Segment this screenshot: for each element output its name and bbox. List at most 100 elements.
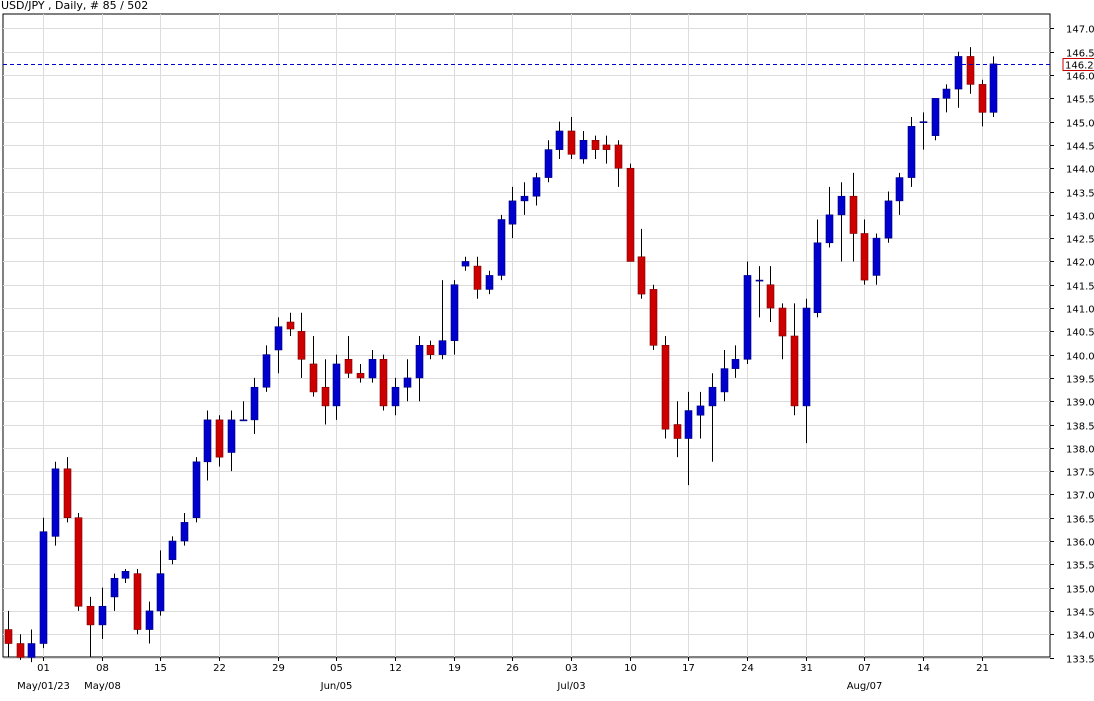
candle [274,317,283,374]
y-tick-label: 134.00 [1066,631,1094,642]
candle [379,354,388,411]
candle [919,112,928,150]
candle-body-up [813,242,822,314]
candle-body-down [86,605,95,626]
candle-body-up [837,195,846,216]
candle-body-up [156,573,165,612]
candle [790,303,799,416]
candle-body-up [39,531,48,644]
x-tick-label: 19 [448,663,461,674]
candle-body-up [192,461,201,519]
candle-body-down [356,372,365,379]
candle [485,270,494,295]
candle-body-down [661,345,670,430]
candle [602,135,611,164]
candle [403,359,412,402]
candle [74,513,83,611]
candle [39,517,48,649]
candle-body-up [696,405,705,416]
x-tick-label: 03 [565,663,578,674]
candle [825,186,834,248]
candle [813,219,822,318]
candle-body-down [473,265,482,290]
y-tick-label: 136.50 [1066,515,1094,526]
candle-body-up [931,98,940,136]
x-tick-label: 21 [976,663,989,674]
candle-body-down [849,195,858,234]
candle [907,117,916,187]
candle [180,513,189,546]
candle [250,377,259,434]
candle [27,629,36,663]
candle [872,233,881,285]
candle-body-up [391,386,400,407]
x-tick-label: 10 [624,663,637,674]
candle-body-up [438,340,447,355]
candle [579,130,588,164]
candle [332,354,341,420]
candle [461,256,470,271]
candle-body-up [368,358,377,379]
x-tick-label: 15 [154,663,167,674]
candle-body-down [426,345,435,355]
current-price-box [1062,58,1094,71]
x-tick-label: 08 [96,663,109,674]
candle [156,550,165,616]
x-tick-label: 24 [741,663,754,674]
candle [192,457,201,523]
candle [755,266,764,318]
candle-body-up [110,577,119,598]
candle [544,140,553,183]
y-tick-label: 138.50 [1066,422,1094,433]
candle [368,349,377,383]
y-tick-label: 142.50 [1066,235,1094,246]
x-tick-label: 29 [272,663,285,674]
y-tick-label: 142.00 [1066,258,1094,269]
candle [860,219,869,285]
candle [942,84,951,113]
candle-body-up [403,377,412,388]
candle-body-up [485,275,494,290]
candle-body-up [250,386,259,421]
candle-body-up [942,88,951,99]
candle-body-down [649,289,658,346]
candle-body-down [614,144,623,169]
candle [133,568,142,635]
candle-body-up [684,410,693,439]
candle-body-down [286,321,295,330]
candle [743,261,752,364]
candle-body-down [778,307,787,337]
y-tick-label: 144.50 [1066,142,1094,153]
candle [121,568,130,583]
y-tick-label: 147.00 [1066,25,1094,36]
candle-body-up [508,200,517,225]
candle [508,186,517,239]
candle-body-up [497,219,506,276]
candle [297,312,306,378]
candle-body-up [872,237,881,276]
y-tick-label: 135.50 [1066,561,1094,572]
candle [321,359,330,425]
candle [227,410,236,472]
x-tick-label: 12 [389,663,402,674]
candle-body-down [344,358,353,374]
candle-body-up [731,358,740,369]
candle [966,47,975,94]
candle [344,336,353,378]
candle [837,182,846,262]
candle [555,121,564,159]
candle [215,415,224,467]
candle-body-down [133,573,142,630]
candle-body-up [415,345,424,379]
candle [356,363,365,383]
y-tick-label: 136.00 [1066,538,1094,549]
candle-body-down [74,517,83,607]
candle-body-up [262,354,271,388]
y-tick-label: 146.50 [1066,49,1094,60]
candle-body-up [708,386,717,407]
candle [637,228,646,299]
candle-body-up [121,571,130,579]
y-tick-label: 141.00 [1066,305,1094,316]
candle-body-up [954,56,963,90]
